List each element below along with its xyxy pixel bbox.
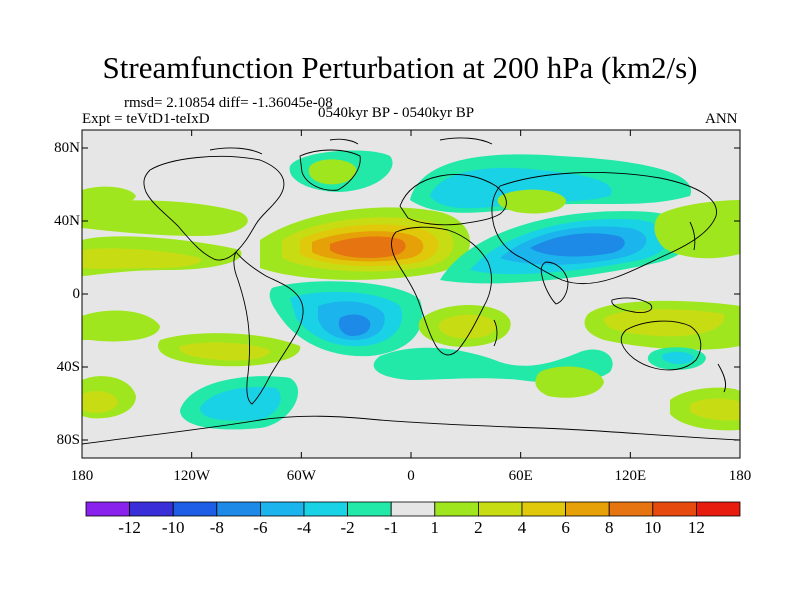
contour-spac-pos-3: [179, 342, 271, 361]
coast-india: [540, 261, 569, 305]
colorbar-swatch: [303, 501, 348, 517]
contour-spac-pos: [82, 310, 160, 342]
colorbar-label: -8: [209, 518, 224, 537]
experiment-label: Expt = teVtD1-teIxD: [82, 111, 210, 127]
coastlines: [82, 137, 740, 445]
colorbar-label: 12: [687, 518, 705, 537]
contour-europe-neg-2: [430, 167, 612, 209]
contour-epac-pos: [654, 200, 740, 259]
rmsd-diff-text: rmsd= 2.10854 diff= -1.36045e-08: [124, 95, 333, 111]
coast-japan: [689, 221, 696, 251]
coast-antarctica: [82, 415, 740, 445]
colorbar-label: -2: [340, 518, 355, 537]
colorbar: [85, 501, 741, 517]
lon-tick-label: 180: [70, 468, 94, 484]
chart-title: Streamfunction Perturbation at 200 hPa (…: [102, 50, 698, 85]
colorbar-swatch: [521, 501, 566, 517]
lon-tick-label: 180: [728, 468, 752, 484]
contour-nw-pacific-pos: [82, 200, 248, 236]
colorbar-swatch: [85, 501, 130, 517]
colorbar-swatch: [434, 501, 479, 517]
colorbar-swatch: [347, 501, 392, 517]
colorbar-label: 4: [517, 518, 527, 537]
coast-south-america: [233, 251, 304, 405]
contour-se-pos-2: [690, 398, 740, 421]
coast-europe: [399, 174, 507, 226]
contour-sw-pos-2: [82, 391, 118, 413]
colorbar-label: 8: [604, 518, 614, 537]
colorbar-swatch: [565, 501, 610, 517]
contour-fills: [82, 150, 740, 431]
lat-tick-label: 80S: [56, 432, 80, 448]
season-label: ANN: [705, 111, 738, 127]
lon-tick-label: 0: [407, 468, 415, 484]
contour-nea-pos: [497, 189, 566, 214]
colorbar-swatch: [172, 501, 218, 517]
coast-arctic-islands: [209, 137, 493, 155]
lat-tick-label: 0: [72, 286, 81, 302]
colorbar-swatch: [390, 501, 436, 517]
contour-atlantic-pos-10: [330, 236, 406, 258]
lon-tick-label: 120E: [614, 468, 647, 484]
colorbar-label: 2: [474, 518, 483, 537]
contour-satl-neg-6: [338, 314, 371, 336]
lon-tick-label: 120W: [173, 468, 210, 484]
coast-asia: [491, 171, 717, 285]
contour-aus-neg-2: [661, 351, 694, 365]
coast-africa: [391, 226, 492, 356]
colorbar-label: -1: [384, 518, 399, 537]
period-label: 0540kyr BP - 0540kyr BP: [318, 105, 475, 121]
contour-sam-neg-2: [200, 386, 281, 421]
colorbar-label: 10: [644, 518, 662, 537]
contour-greenland-pos: [308, 159, 357, 185]
lon-tick-label: 60E: [508, 468, 533, 484]
coast-indonesia: [611, 297, 653, 313]
colorbar-swatch: [477, 501, 523, 517]
colorbar-swatch: [652, 501, 697, 517]
lat-tick-label: 40S: [56, 359, 80, 375]
colorbar-label: -4: [296, 518, 312, 537]
colorbar-swatch: [129, 501, 174, 517]
contour-africa-pos-2: [438, 314, 497, 339]
colorbar-label: -10: [161, 518, 185, 537]
lon-tick-label: 60W: [286, 468, 316, 484]
colorbar-swatch: [608, 501, 654, 517]
contour-asia-neg-6: [530, 233, 625, 257]
contour-west-pos-2: [82, 248, 201, 269]
lat-tick-label: 40N: [54, 213, 80, 229]
colorbar-swatch: [216, 501, 261, 517]
colorbar-label: 6: [561, 518, 570, 537]
colorbar-swatch: [696, 501, 741, 517]
coast-australia: [620, 320, 702, 371]
colorbar-swatch: [259, 501, 305, 517]
coast-north-america: [143, 155, 285, 261]
colorbar-label: -12: [118, 518, 141, 537]
axis-ticks: [81, 130, 741, 458]
coast-greenland: [299, 149, 361, 191]
contour-so-pos-1: [535, 366, 604, 398]
colorbar-label: -6: [253, 518, 268, 537]
colorbar-label: 1: [430, 518, 440, 537]
lat-tick-label: 80N: [54, 140, 80, 156]
contour-nw-pos-3: [82, 186, 136, 207]
coast-new-zealand: [717, 363, 727, 393]
coast-madagascar: [493, 319, 498, 347]
